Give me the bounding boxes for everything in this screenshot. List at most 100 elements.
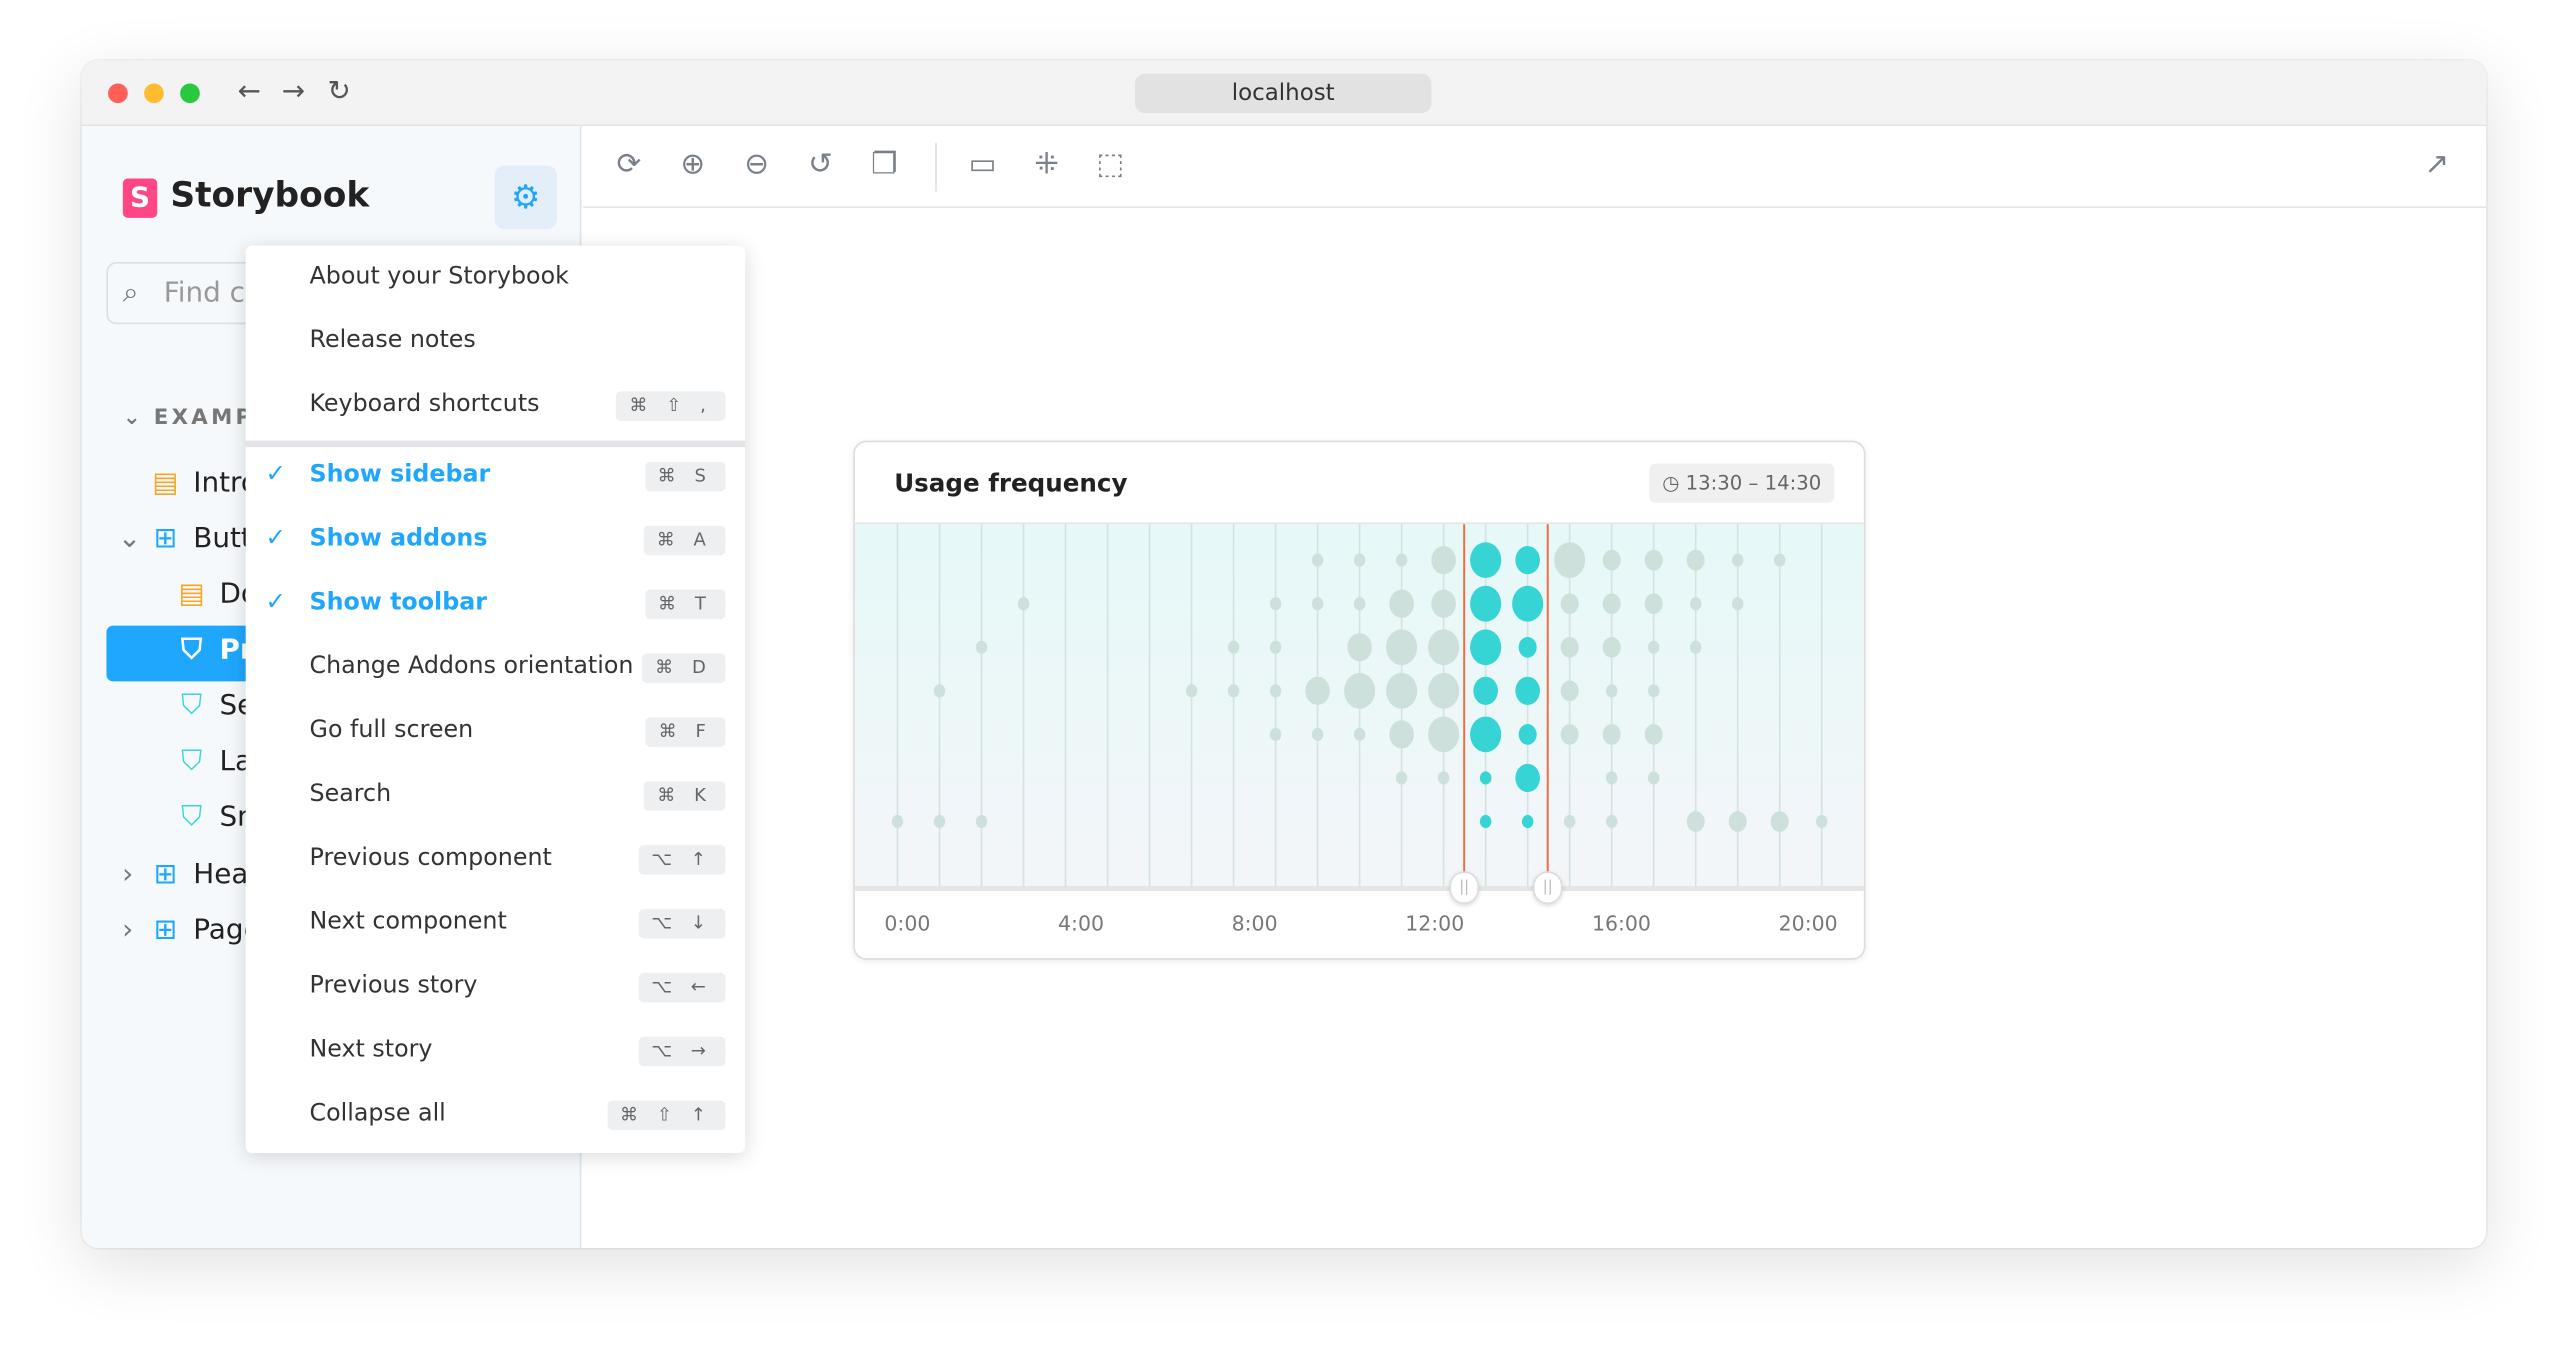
- menu-item[interactable]: Next story ⌥ →: [246, 1020, 746, 1084]
- menu-item[interactable]: ✓ Show sidebar ⌘ S: [246, 445, 746, 509]
- grid-icon[interactable]: ⁜: [1034, 147, 1059, 182]
- range-handle[interactable]: ||: [1532, 871, 1563, 905]
- menu-item[interactable]: ✓ Show addons ⌘ A: [246, 509, 746, 573]
- x-label: 8:00: [1231, 910, 1278, 936]
- bookmark-icon: ⛉: [181, 689, 203, 723]
- menu-item-label: Go full screen: [309, 717, 474, 744]
- dot: [1185, 684, 1198, 698]
- dot: [1389, 720, 1414, 749]
- highlighted-dot: [1518, 724, 1537, 745]
- settings-menu: About your Storybook Release notes Keyboar…: [245, 245, 746, 1154]
- highlighted-dot: [1473, 676, 1498, 705]
- dot: [1227, 640, 1240, 654]
- menu-item[interactable]: Search ⌘ K: [246, 765, 746, 829]
- tree-item-primary[interactable]: ⛉ Pr: [177, 633, 253, 667]
- dot: [1602, 549, 1621, 571]
- menu-item[interactable]: Previous story ⌥ ←: [246, 956, 746, 1020]
- menu-item[interactable]: About your Storybook: [246, 247, 746, 311]
- bookmark-icon: ⛉: [181, 745, 203, 778]
- external-link-icon[interactable]: ↗: [2424, 147, 2450, 182]
- search-placeholder: Find co: [163, 276, 263, 310]
- dot: [1686, 549, 1705, 571]
- dot: [1770, 811, 1789, 832]
- gear-icon: ⚙: [511, 176, 541, 217]
- dot: [1353, 597, 1366, 611]
- menu-item[interactable]: Next component ⌥ ↓: [246, 893, 746, 957]
- menu-item[interactable]: Previous component ⌥ ↑: [246, 829, 746, 893]
- card-title: Usage frequency: [894, 468, 1128, 498]
- menu-item[interactable]: Release notes: [246, 311, 746, 375]
- dot: [1644, 724, 1663, 745]
- time-range-badge[interactable]: ◷ 13:30 – 14:30: [1649, 463, 1835, 503]
- tree-item-large[interactable]: ⛉ La: [177, 745, 252, 778]
- shortcut-badge: ⌥ ↑: [638, 845, 726, 875]
- menu-item[interactable]: Keyboard shortcuts ⌘ ⇧ ,: [246, 375, 746, 439]
- zoom-reset-icon[interactable]: ↺: [808, 147, 833, 182]
- highlighted-dot: [1515, 763, 1540, 793]
- shortcut-badge: ⌘ ⇧ ,: [616, 391, 726, 421]
- minimize-window-button[interactable]: [144, 83, 164, 104]
- dot: [1269, 684, 1282, 698]
- menu-item[interactable]: ✓ Show toolbar ⌘ T: [246, 573, 746, 637]
- arrow-left-icon[interactable]: ←: [237, 75, 261, 109]
- component-icon: ⊞: [153, 522, 178, 556]
- dot: [1386, 672, 1418, 709]
- menu-item-label: Show toolbar: [309, 589, 487, 616]
- dot: [1647, 684, 1660, 698]
- dot: [1269, 640, 1282, 654]
- usage-frequency-card: Usage frequency ◷ 13:30 – 14:30 0:00 4:0…: [853, 440, 1866, 960]
- doc-icon: ▤: [178, 578, 205, 611]
- dot: [1344, 672, 1376, 709]
- dot: [1647, 771, 1660, 785]
- tree-item-button[interactable]: ⌄ ⊞ Butt: [118, 522, 252, 555]
- shortcut-badge: ⌥ ←: [638, 972, 726, 1003]
- dot: [1428, 672, 1460, 709]
- menu-item[interactable]: Collapse all ⌘ ⇧ ↑: [246, 1084, 746, 1148]
- arrow-right-icon[interactable]: →: [281, 75, 306, 109]
- highlighted-dot: [1470, 585, 1502, 622]
- tree-item-small[interactable]: ⛉ Sn: [177, 801, 255, 834]
- shortcut-badge: ⌥ ↓: [638, 908, 726, 939]
- menu-item-label: Previous component: [309, 845, 552, 872]
- reload-icon[interactable]: ↻: [327, 75, 351, 109]
- dot: [1269, 597, 1282, 611]
- dot: [1428, 716, 1460, 753]
- tree-item-intro[interactable]: ▤ Intro: [151, 467, 258, 500]
- menu-item-label: Search: [309, 781, 392, 808]
- highlighted-dot: [1470, 716, 1502, 753]
- tree-item-header[interactable]: › ⊞ Head: [118, 858, 266, 891]
- menu-item[interactable]: Go full screen ⌘ F: [246, 701, 746, 765]
- menu-item[interactable]: Change Addons orientation ⌘ D: [246, 637, 746, 701]
- highlighted-dot: [1479, 814, 1492, 829]
- bookmark-icon: ⛉: [181, 633, 203, 667]
- url-bar[interactable]: localhost: [1134, 73, 1432, 114]
- dot: [1437, 771, 1450, 785]
- dot: [1311, 727, 1324, 741]
- menu-item-label: Show addons: [309, 525, 488, 552]
- range-handle[interactable]: ||: [1449, 871, 1479, 905]
- sync-icon[interactable]: ⟳: [616, 147, 642, 182]
- maximize-window-button[interactable]: [180, 83, 200, 104]
- tree-item-page[interactable]: › ⊞ Page: [118, 914, 260, 947]
- tree-item-secondary[interactable]: ⛉ Se: [177, 690, 254, 723]
- highlighted-dot: [1518, 636, 1537, 658]
- background-icon[interactable]: ❐: [871, 147, 898, 182]
- dot: [1428, 629, 1460, 666]
- menu-item-label: Keyboard shortcuts: [309, 391, 540, 418]
- shortcut-badge: ⌘ K: [644, 781, 726, 811]
- settings-button[interactable]: ⚙: [494, 165, 557, 230]
- ruler-icon[interactable]: ▭: [968, 147, 997, 182]
- x-label: 0:00: [884, 910, 931, 936]
- dot: [1563, 814, 1576, 829]
- zoom-out-icon[interactable]: ⊖: [744, 147, 770, 182]
- check-icon: ✓: [265, 458, 286, 489]
- dot: [1605, 771, 1618, 785]
- close-window-button[interactable]: [108, 83, 128, 104]
- chevron-right-icon: ›: [122, 858, 134, 891]
- outline-icon[interactable]: ⬚: [1096, 147, 1125, 182]
- check-icon: ✓: [265, 522, 286, 552]
- dot: [1647, 640, 1660, 654]
- dot: [1689, 597, 1702, 611]
- dot: [1602, 593, 1621, 615]
- zoom-in-icon[interactable]: ⊕: [680, 147, 706, 182]
